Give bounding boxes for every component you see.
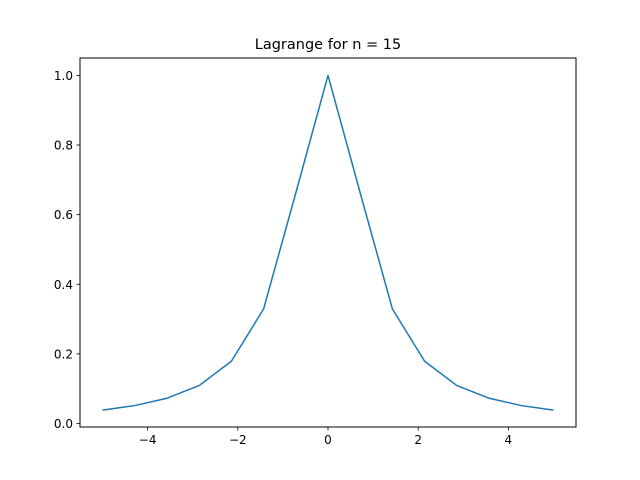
x-tick-label: −4 [139, 433, 157, 447]
y-tick-label: 1.0 [54, 69, 73, 83]
y-axis: 0.0 0.2 0.4 0.6 0.8 1.0 [54, 69, 80, 431]
x-tick-label: −2 [229, 433, 247, 447]
x-tick-label: 2 [414, 433, 422, 447]
y-tick-label: 0.0 [54, 417, 73, 431]
x-axis: −4 −2 0 2 4 [139, 427, 512, 447]
chart-title: Lagrange for n = 15 [255, 37, 402, 53]
x-tick-label: 0 [324, 433, 332, 447]
y-tick-label: 0.4 [54, 278, 73, 292]
y-tick-label: 0.6 [54, 208, 73, 222]
y-tick-label: 0.8 [54, 139, 73, 153]
x-tick-label: 4 [505, 433, 513, 447]
series-line-0 [102, 74, 554, 411]
y-tick-label: 0.2 [54, 347, 73, 361]
plot-area [102, 74, 554, 411]
axes-frame [79, 57, 577, 428]
